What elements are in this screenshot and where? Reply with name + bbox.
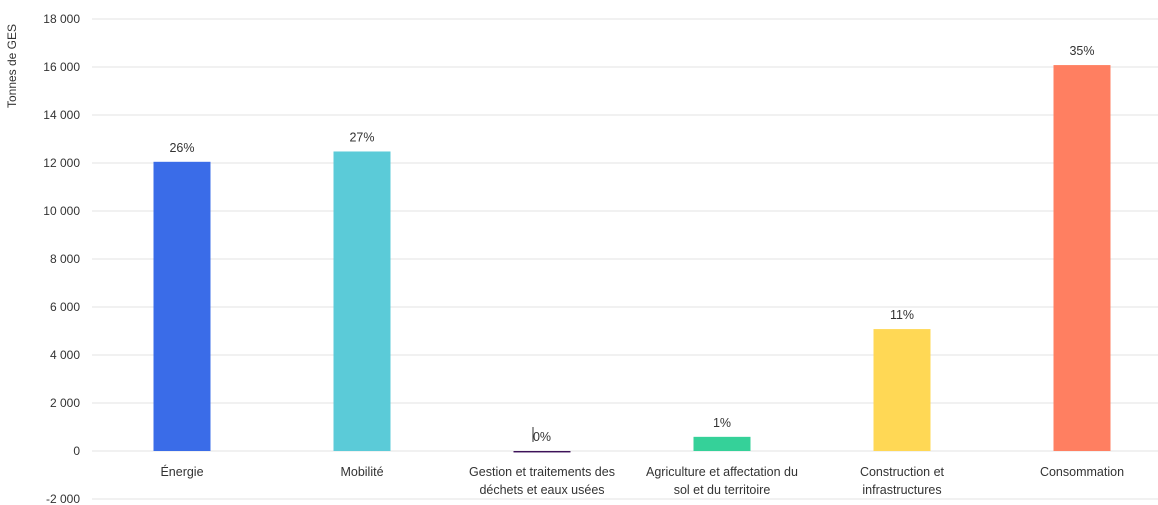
y-tick-label: 8 000 bbox=[50, 252, 80, 266]
y-tick-label: -2 000 bbox=[46, 492, 80, 505]
y-tick-label: 14 000 bbox=[43, 108, 80, 122]
x-category-label: Gestion et traitements des bbox=[469, 465, 615, 479]
x-category-label: infrastructures bbox=[862, 483, 941, 497]
data-label: 26% bbox=[169, 141, 194, 155]
data-label: 0% bbox=[533, 430, 551, 444]
x-category-label: déchets et eaux usées bbox=[479, 483, 604, 497]
y-tick-label: 10 000 bbox=[43, 204, 80, 218]
x-category-label: sol et du territoire bbox=[674, 483, 771, 497]
y-tick-label: 18 000 bbox=[43, 12, 80, 26]
bars bbox=[153, 65, 1111, 453]
data-labels: 26% 27% 0% 1% 11% 35% bbox=[169, 44, 1094, 444]
gridlines bbox=[92, 18, 1158, 500]
bar bbox=[153, 161, 211, 452]
y-tick-label: 16 000 bbox=[43, 60, 80, 74]
y-tick-label: 12 000 bbox=[43, 156, 80, 170]
bar bbox=[1053, 65, 1111, 451]
x-category-label: Mobilité bbox=[340, 465, 383, 479]
data-label: 11% bbox=[890, 308, 914, 322]
data-label: 1% bbox=[713, 416, 731, 430]
bar bbox=[693, 436, 751, 451]
data-label: 35% bbox=[1069, 44, 1094, 58]
y-axis-title: Tonnes de GES bbox=[5, 24, 19, 108]
x-category-label: Énergie bbox=[160, 464, 203, 479]
data-label: 27% bbox=[349, 130, 374, 144]
y-tick-label: 0 bbox=[73, 444, 80, 458]
x-category-label: Construction et bbox=[860, 465, 945, 479]
y-tick-label: 6 000 bbox=[50, 300, 80, 314]
y-axis-ticks: -2 000 0 2 000 4 000 6 000 8 000 10 000 12 000 1… bbox=[43, 12, 80, 505]
x-axis-labels: Énergie Mobilité Gestion et traitements de… bbox=[160, 464, 1124, 497]
bar bbox=[873, 329, 931, 451]
y-tick-label: 2 000 bbox=[50, 396, 80, 410]
y-tick-label: 4 000 bbox=[50, 348, 80, 362]
x-category-label: Consommation bbox=[1040, 465, 1124, 479]
bar bbox=[333, 151, 391, 452]
x-category-label: Agriculture et affectation du bbox=[646, 465, 798, 479]
bar bbox=[513, 451, 571, 453]
